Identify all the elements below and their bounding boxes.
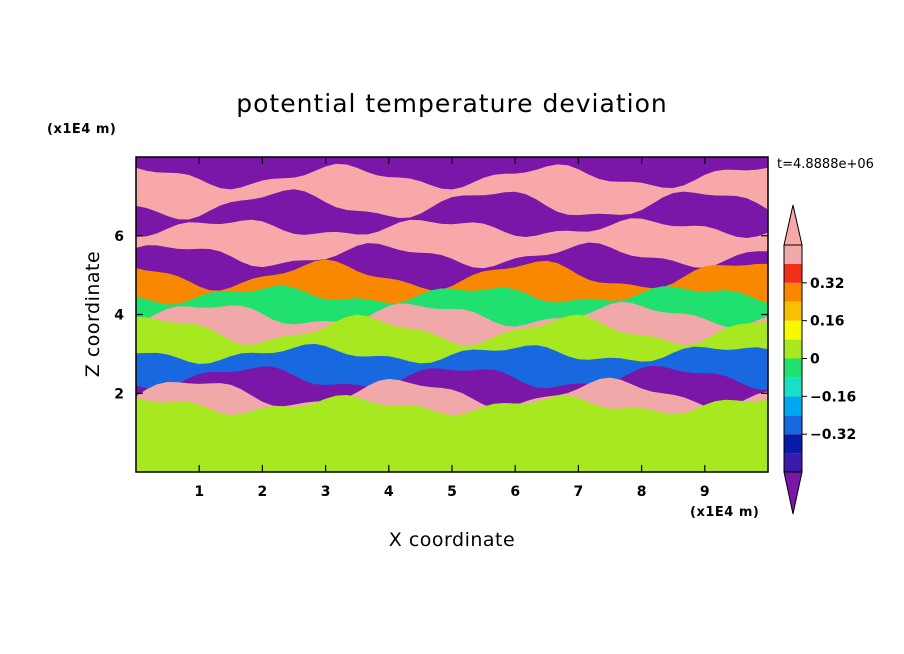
y-tick-label: 6 [114,229,124,245]
y-axis-ticks: 2 4 6 [114,229,768,402]
colorbar-segment [784,263,802,283]
field-band [136,395,768,472]
y-axis-unit: (x1E4 m) [47,122,116,137]
colorbar-label: −0.16 [810,389,856,405]
x-tick-label: 3 [321,484,331,500]
colorbar-label: 0 [810,352,820,368]
colorbar-segment [784,320,802,340]
x-tick-label: 8 [637,484,647,500]
colorbar-label: −0.32 [810,427,856,443]
colorbar-segment [784,396,802,416]
x-tick-label: 7 [574,484,584,500]
time-label: t=4.8888e+06 [777,157,874,172]
y-tick-label: 4 [114,308,124,324]
x-axis-label: X coordinate [389,529,515,551]
colorbar-segment [784,377,802,397]
y-axis-label: Z coordinate [82,251,104,377]
x-tick-label: 5 [447,484,457,500]
colorbar-label: 0.32 [810,276,845,292]
colorbar-segment [784,245,802,264]
colorbar-segment [784,358,802,378]
x-tick-label: 1 [194,484,204,500]
chart-title: potential temperature deviation [236,89,667,118]
colorbar-segment [784,415,802,435]
y-tick-label: 2 [114,386,124,402]
colorbar-extend-bottom [783,471,803,515]
colorbar-segment [784,339,802,359]
x-tick-label: 6 [510,484,520,500]
colorbar-segment [784,282,802,302]
x-tick-label: 4 [384,484,394,500]
colorbar-segment [784,301,802,321]
x-tick-label: 9 [700,484,710,500]
colorbar-extend-top [783,204,803,246]
x-axis-ticks: 1 2 3 4 5 6 7 8 9 [194,157,710,500]
colorbar-segment [784,453,802,472]
x-tick-label: 2 [258,484,268,500]
colorbar-label: 0.16 [810,314,845,330]
x-axis-unit: (x1E4 m) [690,505,759,520]
contour-field [136,157,768,472]
colorbar: 0.32 0.16 0 −0.16 −0.32 [783,204,856,515]
colorbar-segment [784,434,802,454]
